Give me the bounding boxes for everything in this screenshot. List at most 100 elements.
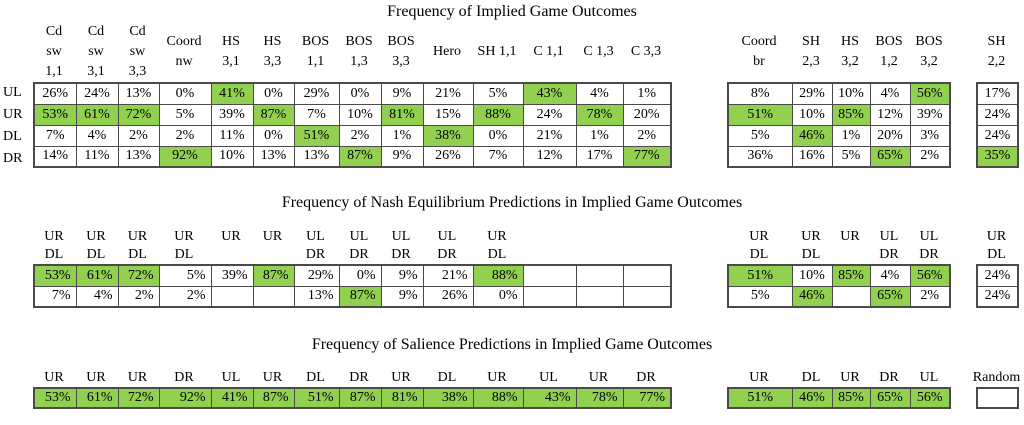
value-cell: 26% [422,145,474,168]
column-header: UR [221,229,241,244]
value-cell: 4% [75,124,119,147]
value-cell: 13% [117,82,160,105]
value-cell: 24% [75,82,119,105]
column-header: UL DR [349,229,369,262]
column-header: UL DR [391,229,411,262]
value-cell: 20% [622,103,672,126]
column-header [575,228,622,264]
column-header: UR [262,229,283,244]
column-header: UR DL [44,229,64,262]
value-cell: 9% [380,145,424,168]
value-cell: 26% [33,82,77,105]
value-cell: 4% [869,82,911,105]
value-cell: 10% [791,103,833,126]
value-cell: 10% [791,264,833,287]
column-header: DL [437,369,457,385]
value-cell: 39% [210,264,254,287]
value-cell: 61% [75,103,119,126]
value-cell: 8% [727,82,793,105]
value-cell: 87% [338,285,382,308]
value-cell: 81% [380,387,424,409]
value-cell: 15% [422,103,474,126]
row-label-ul: UL [3,85,22,100]
value-cell: 13% [293,145,340,168]
value-cell: 9% [380,285,424,308]
value-cell: 24% [522,103,577,126]
column-header: UL DR [305,229,326,262]
value-cell: 46% [791,124,833,147]
value-cell: 1% [380,124,424,147]
salience-left-group: 53% 61% 72% 92% 41% 87% 51% 87% 81% 38% 88% 43% 78% 7… [33,387,672,409]
value-cell: 0% [158,82,212,105]
value-cell: 3% [909,124,951,147]
empty-cell [622,285,672,308]
column-header: UR [44,369,64,385]
column-header: UR [86,369,106,385]
value-cell: 16% [791,145,833,168]
value-cell: 9% [380,82,424,105]
implied-single-column: 17% 24% 24% 35% [976,82,1019,168]
value-cell: 7% [33,285,77,308]
column-header: BOS 1,1 [301,34,330,69]
nash-left-group: 53% 61% 72% 5% 39% 87% 29% 0% 9% 21% 88% 7% 4% 2% 2% 13… [33,264,672,308]
value-cell: 61% [75,264,119,287]
value-cell: 85% [831,387,871,409]
value-cell: 51% [293,124,340,147]
value-cell: 1% [831,124,871,147]
salience-single-column [976,387,1019,409]
value-cell: 87% [338,387,382,409]
value-cell: 77% [622,145,672,168]
value-cell: 81% [380,103,424,126]
value-cell: 38% [422,124,474,147]
column-header: Random [972,369,1021,385]
value-cell: 43% [522,387,577,409]
column-header: Cd sw 3,3 [128,24,147,79]
value-cell: 10% [210,145,254,168]
value-cell: 43% [522,82,577,105]
value-cell: 51% [293,387,340,409]
implied-outcomes-title: Frequency of Implied Game Outcomes [387,3,637,20]
value-cell: 24% [976,124,1019,147]
value-cell: 35% [976,145,1019,168]
column-header: UR [749,369,769,385]
value-cell: 5% [158,264,212,287]
row-label-ur: UR [3,107,23,122]
value-cell: 20% [869,124,911,147]
column-header: UR [840,229,860,244]
value-cell: 5% [727,285,793,308]
value-cell: 87% [252,387,295,409]
value-cell: 21% [422,82,474,105]
column-header: DR [174,369,194,385]
column-header: HS 3,2 [841,34,859,69]
value-cell: 12% [869,103,911,126]
column-header: UR [840,369,860,385]
value-cell: 41% [210,82,254,105]
nash-right-group-headers: UR DL UR DL UR UL DR UL DR [727,228,949,264]
value-cell: 14% [33,145,77,168]
column-header: UR DL [86,229,106,262]
value-cell: 88% [472,387,524,409]
nash-right-group: 51% 10% 85% 4% 56% 5% 46% 65% 2% [727,264,951,308]
column-header: UR DL [801,229,821,262]
value-cell: 5% [158,103,212,126]
column-header: UL [221,369,241,385]
value-cell: 53% [33,387,77,409]
value-cell: 2% [117,285,160,308]
value-cell: 2% [338,124,382,147]
value-cell: 0% [472,285,524,308]
value-cell: 51% [727,387,793,409]
value-cell: 24% [976,264,1019,287]
value-cell: 92% [158,145,212,168]
value-cell: 46% [791,387,833,409]
empty-cell [522,264,577,287]
value-cell: 51% [727,264,793,287]
column-header: HS 3,1 [222,34,240,69]
column-header: UR DL [749,229,769,262]
column-header: SH 1,1 [477,44,517,59]
value-cell: 2% [158,124,212,147]
column-header: UR DL [986,229,1007,262]
value-cell: 21% [522,124,577,147]
implied-left-group-headers: Cd sw 1,1 Cd sw 3,1 Cd sw 3,3 Coord nw HS 3,1 HS 3,3 BO… [33,22,670,82]
